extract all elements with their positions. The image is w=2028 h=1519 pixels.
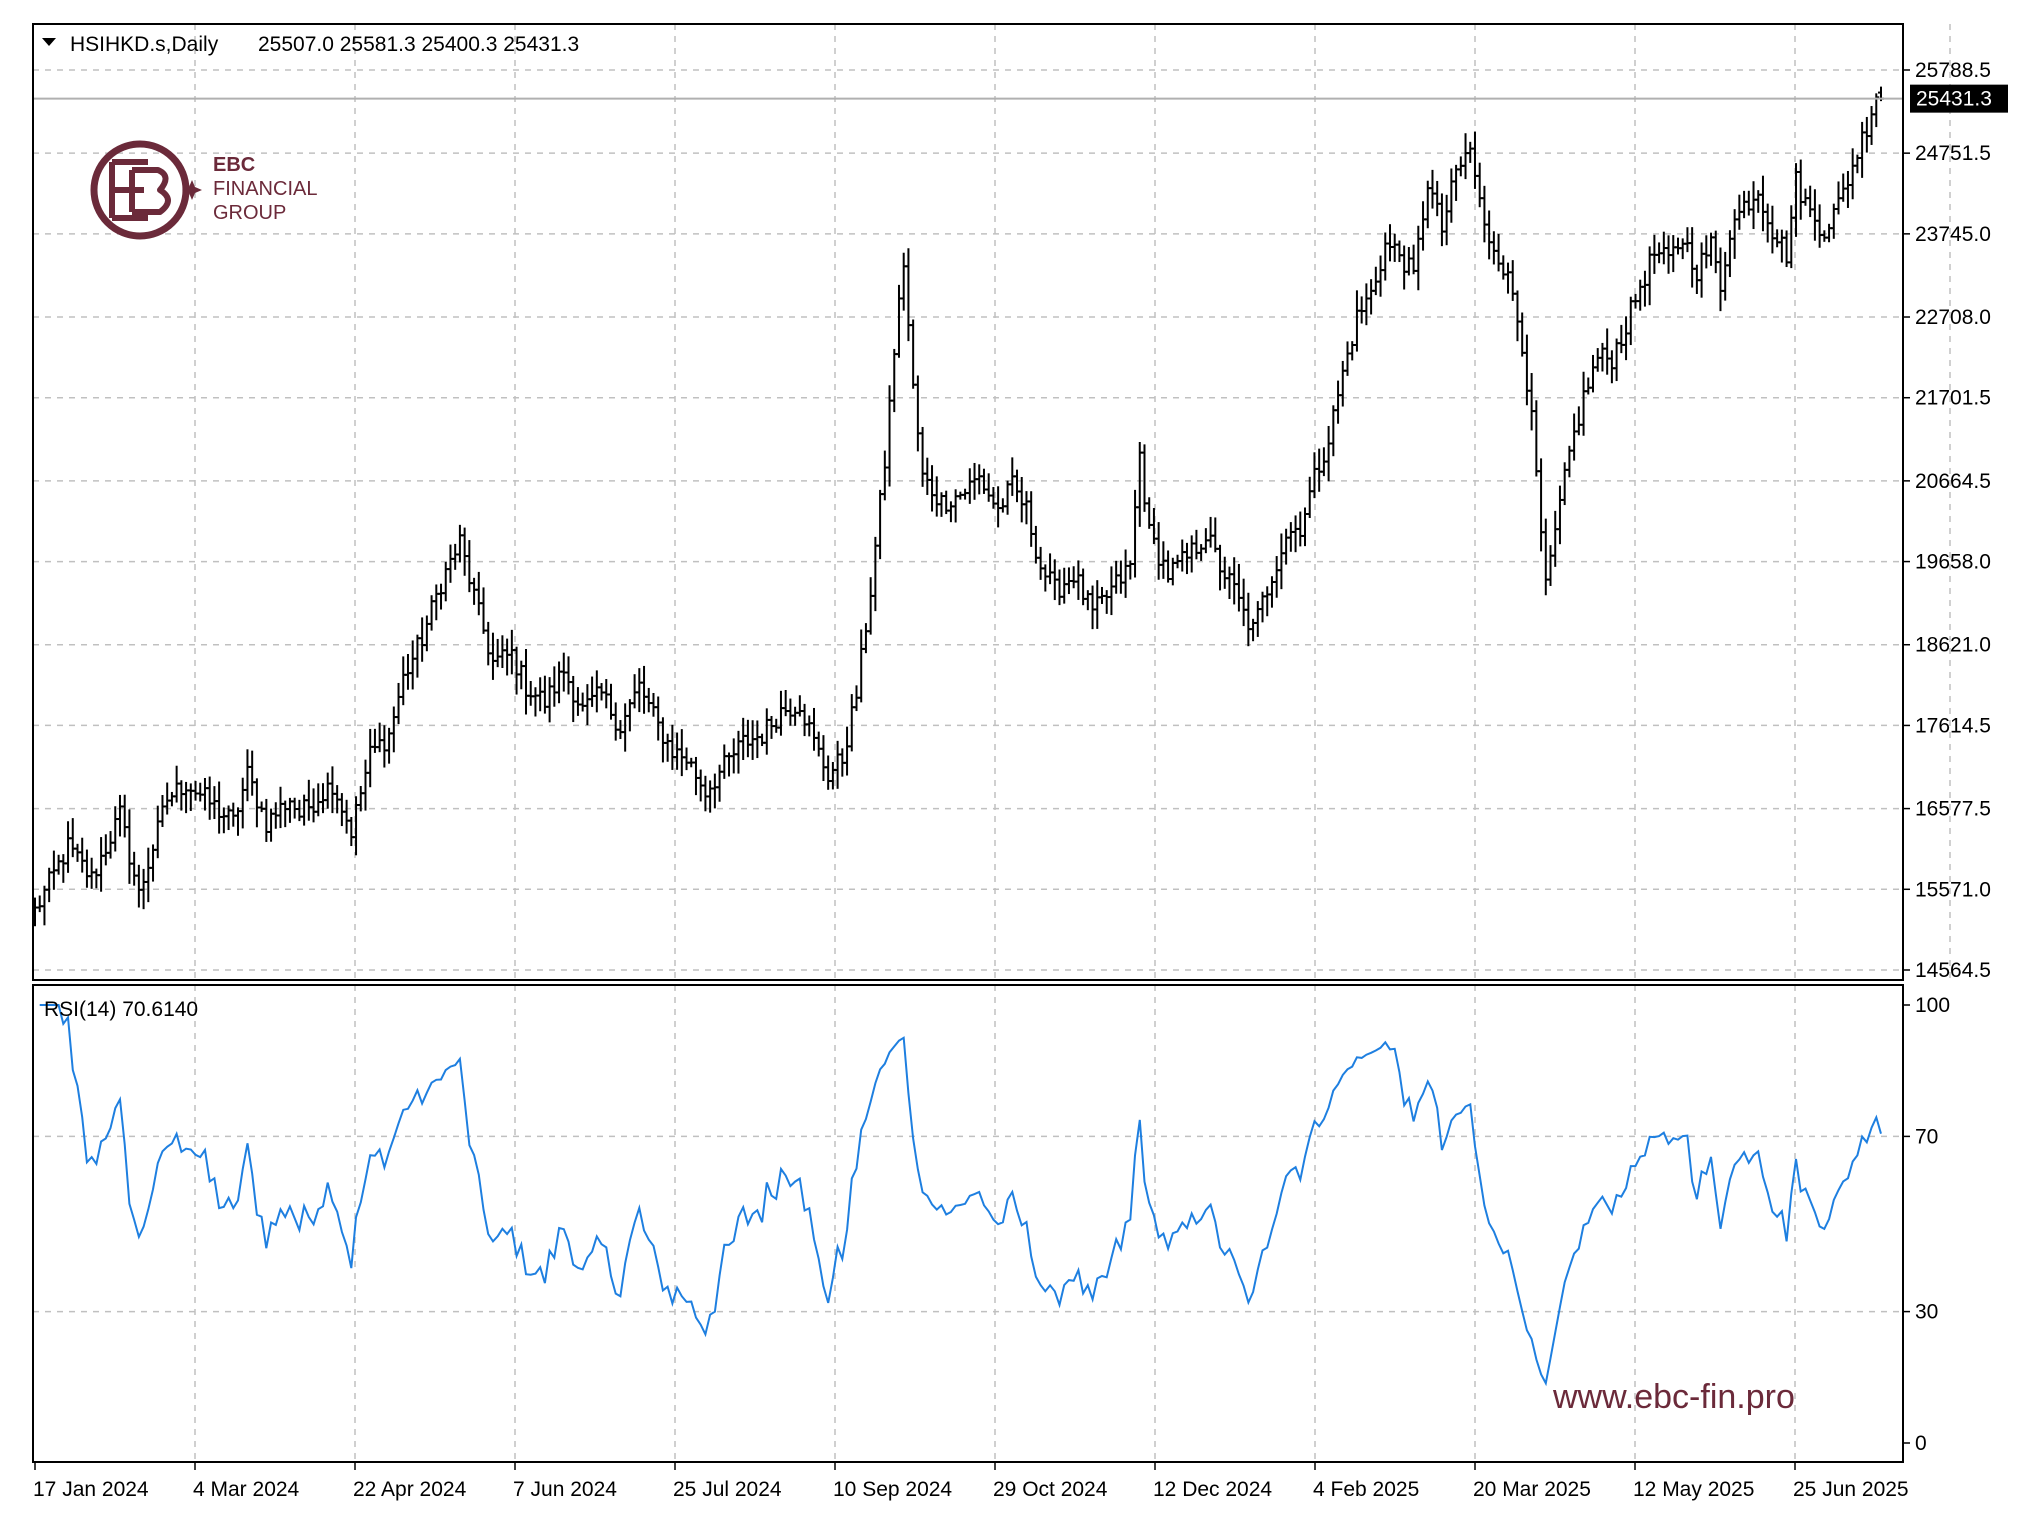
price-tick-label: 22708.0 xyxy=(1915,306,1991,329)
price-tick-label: 24751.5 xyxy=(1915,142,1991,165)
time-tick-label: 25 Jun 2025 xyxy=(1793,1478,1909,1501)
time-tick-label: 7 Jun 2024 xyxy=(513,1478,617,1501)
time-tick-label: 25 Jul 2024 xyxy=(673,1478,782,1501)
ebc-logo: EBC FINANCIAL GROUP xyxy=(90,140,317,240)
price-bars xyxy=(32,86,1884,927)
price-tick-label: 16577.5 xyxy=(1915,798,1991,821)
time-tick-label: 4 Feb 2025 xyxy=(1313,1478,1419,1501)
price-tick-label: 14564.5 xyxy=(1915,959,1991,982)
rsi-layer xyxy=(39,1004,1882,1387)
time-tick-label: 12 May 2025 xyxy=(1633,1478,1754,1501)
rsi-tick-label: 100 xyxy=(1915,994,1950,1017)
ohlc-label: 25507.0 25581.3 25400.3 25431.3 xyxy=(258,33,579,56)
price-tick-label: 25788.5 xyxy=(1915,59,1991,82)
time-tick-label: 20 Mar 2025 xyxy=(1473,1478,1591,1501)
time-tick-label: 17 Jan 2024 xyxy=(33,1478,149,1501)
price-tick-label: 20664.5 xyxy=(1915,470,1991,493)
rsi-panel-frame xyxy=(32,984,1904,1463)
price-tick-label: 19658.0 xyxy=(1915,551,1991,574)
website-watermark: www.ebc-fin.pro xyxy=(1552,1378,1795,1416)
triangle-down-icon[interactable] xyxy=(42,38,56,46)
logo-text-group: GROUP xyxy=(213,202,286,224)
price-axis: 25788.5 24751.5 23745.0 22708.0 21701.5 20664… xyxy=(1903,59,1991,982)
logo-text-ebc: EBC xyxy=(213,154,255,176)
time-tick-label: 22 Apr 2024 xyxy=(353,1478,467,1501)
rsi-tick-label: 0 xyxy=(1915,1432,1927,1455)
price-tick-label: 15571.0 xyxy=(1915,878,1991,901)
time-tick-label: 12 Dec 2024 xyxy=(1153,1478,1272,1501)
price-panel-frame xyxy=(32,23,1904,981)
logo-monogram-icon xyxy=(109,159,171,221)
rsi-axis: 100 70 30 0 xyxy=(1903,994,1950,1455)
price-tick-label: 17614.5 xyxy=(1915,714,1991,737)
rsi-label: RSI(14) 70.6140 xyxy=(44,998,198,1021)
time-tick-label: 29 Oct 2024 xyxy=(993,1478,1108,1501)
price-tick-label: 21701.5 xyxy=(1915,387,1991,410)
rsi-tick-label: 30 xyxy=(1915,1301,1938,1324)
price-tick-label: 18621.0 xyxy=(1915,634,1991,657)
logo-text-financial: FINANCIAL xyxy=(213,178,317,200)
current-price-label: 25431.3 xyxy=(1916,88,1992,111)
current-price-tag xyxy=(1910,84,2008,113)
time-axis: 17 Jan 2024 4 Mar 2024 22 Apr 2024 7 Jun 20… xyxy=(33,1462,1909,1501)
rsi-grid xyxy=(33,985,1903,1462)
price-tick-label: 23745.0 xyxy=(1915,223,1991,246)
time-tick-label: 10 Sep 2024 xyxy=(833,1478,952,1501)
rsi-line xyxy=(39,1004,1882,1387)
rsi-tick-label: 70 xyxy=(1915,1125,1938,1148)
time-tick-label: 4 Mar 2024 xyxy=(193,1478,300,1501)
symbol-label: HSIHKD.s,Daily xyxy=(70,33,219,56)
logo-star-icon xyxy=(182,180,202,200)
